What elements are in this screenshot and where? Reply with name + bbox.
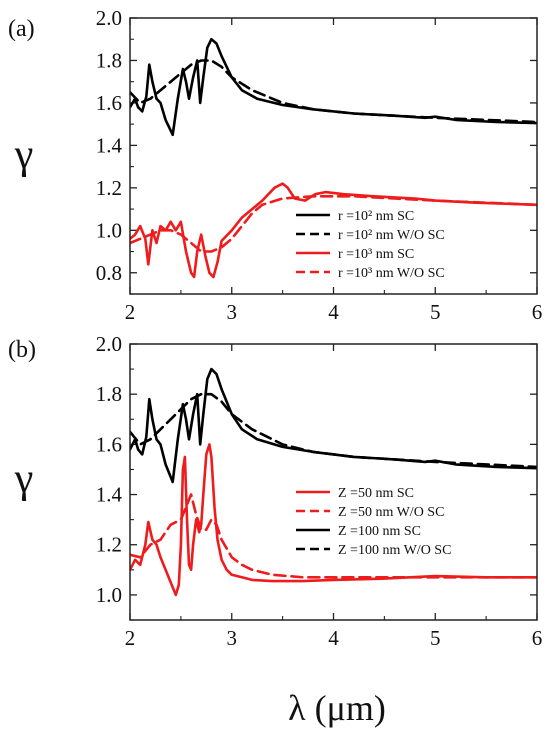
- legend-label: r =10³ nm W/O SC: [338, 266, 445, 281]
- series-line: [130, 367, 537, 484]
- panel-b-label: (b): [8, 337, 36, 363]
- series-line: [130, 182, 537, 279]
- panel-b-frame: [129, 343, 538, 621]
- panel-a-y-axis-label: γ: [14, 132, 34, 178]
- y-tick-label: 1.0: [96, 583, 122, 607]
- series-line: [130, 37, 537, 137]
- series-line: [130, 392, 537, 469]
- x-tick-label: 5: [430, 300, 441, 324]
- panel-b-y-axis-label: γ: [14, 456, 34, 502]
- y-tick-label: 1.2: [96, 176, 122, 200]
- y-tick-label: 2.0: [96, 332, 122, 356]
- legend-label: Z =50 nm W/O SC: [338, 505, 444, 520]
- y-tick-label: 1.0: [96, 218, 122, 242]
- x-tick-label: 3: [227, 300, 238, 324]
- legend-label: Z =100 nm W/O SC: [338, 543, 451, 558]
- series-line: [130, 59, 537, 124]
- legend-label: Z =50 nm SC: [338, 486, 414, 501]
- y-tick-label: 1.8: [96, 48, 122, 72]
- y-tick-label: 1.4: [96, 483, 123, 507]
- y-tick-label: 2.0: [96, 6, 122, 30]
- panel-b-plot-area: 2 3 4 5 6 1.0 1.2 1.4 1.6 1.8 2.0: [96, 332, 543, 650]
- x-tick-label: 2: [125, 626, 136, 650]
- y-tick-label: 1.4: [96, 133, 123, 157]
- legend-label: Z =100 nm SC: [338, 524, 421, 539]
- x-tick-label: 4: [328, 300, 339, 324]
- panel-b-legend: Z =50 nm SC Z =50 nm W/O SC Z =100 nm SC Z …: [296, 486, 451, 558]
- panel-a-label: (a): [8, 16, 35, 42]
- series-line: [130, 443, 537, 597]
- y-tick-label: 1.6: [96, 91, 122, 115]
- x-tick-label: 4: [328, 626, 339, 650]
- panel-a-frame: [129, 17, 538, 295]
- panel-a-legend: r =10² nm SC r =10² nm W/O SC r =10³ nm SC…: [296, 209, 445, 281]
- legend-label: r =10² nm SC: [338, 209, 414, 224]
- x-tick-label: 6: [532, 626, 543, 650]
- x-tick-label: 3: [227, 626, 238, 650]
- panel-b: (b) γ 2 3 4 5 6 1.0 1.2 1.4 1.6 1.8 2.0 Z =50 nm S…: [8, 332, 542, 650]
- x-tick-label: 2: [125, 300, 136, 324]
- panel-a-plot-area: 2 3 4 5 6 0.8 1.0 1.2 1.4 1.6 1.8 2.0: [96, 6, 543, 324]
- legend-label: r =10³ nm SC: [338, 247, 414, 262]
- x-tick-label: 5: [430, 626, 441, 650]
- y-tick-label: 1.8: [96, 382, 122, 406]
- y-tick-label: 0.8: [96, 261, 122, 285]
- y-tick-label: 1.2: [96, 533, 122, 557]
- series-line: [130, 493, 537, 579]
- series-line: [130, 195, 537, 253]
- x-axis-label: λ (μm): [288, 688, 386, 728]
- y-tick-label: 1.6: [96, 432, 122, 456]
- panel-a: (a) γ 2 3 4 5 6 0.8 1.0 1.2 1.4 1.6 1.8 2.0 r =10² …: [8, 6, 542, 324]
- legend-label: r =10² nm W/O SC: [338, 228, 445, 243]
- x-tick-label: 6: [532, 300, 543, 324]
